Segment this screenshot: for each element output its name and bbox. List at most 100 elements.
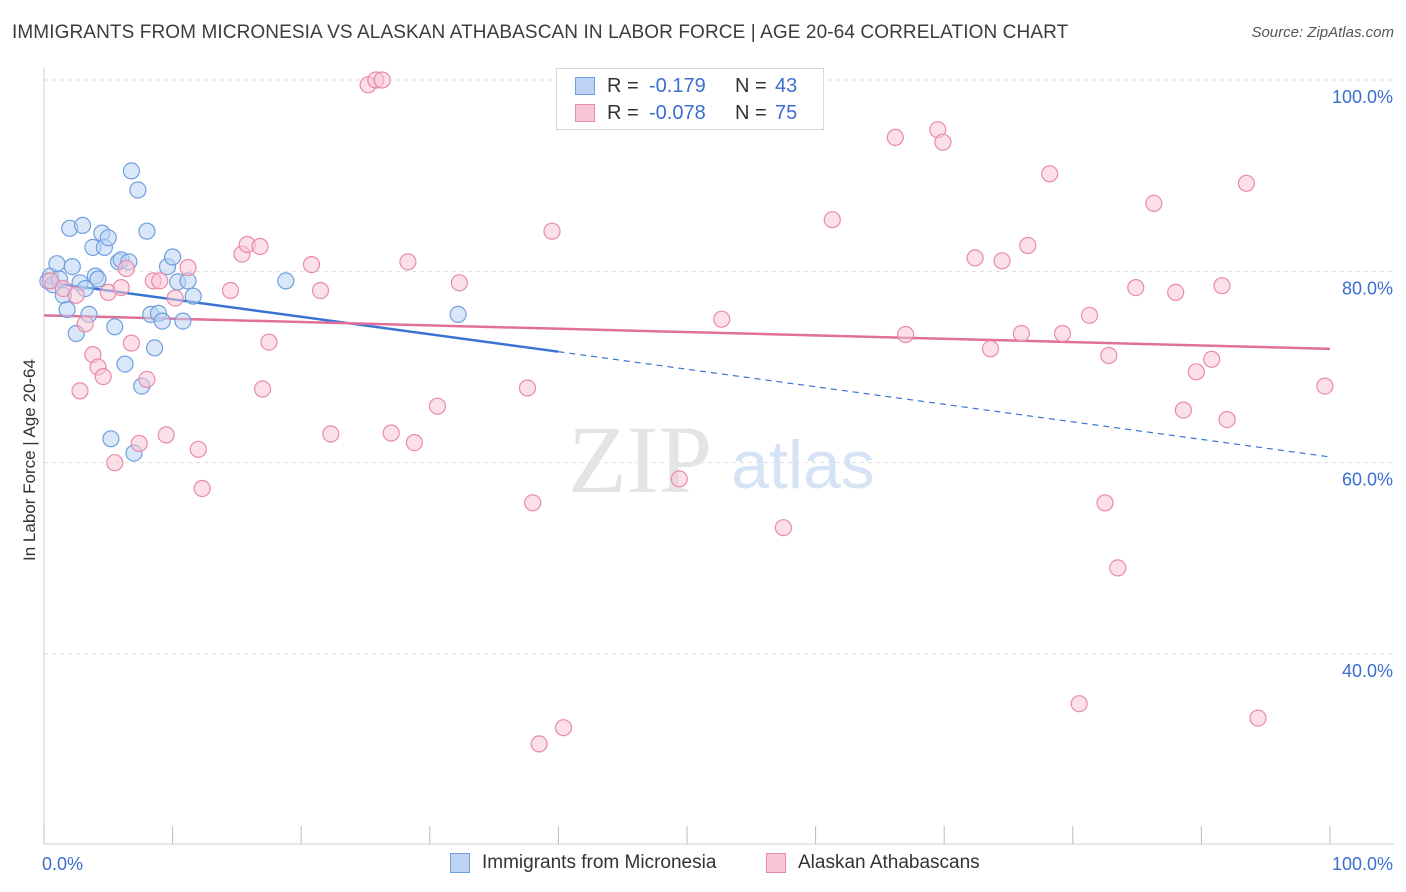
athabascan-point (934, 133, 952, 151)
trend-line-micronesia (43, 280, 559, 353)
watermark-atlas: atlas (731, 427, 875, 503)
athabascan-point (1167, 283, 1185, 301)
athabascan-point (221, 281, 240, 300)
legend-n-value: 43 (775, 74, 798, 97)
athabascan-point (189, 440, 207, 458)
legend-r-label: R = (607, 101, 639, 124)
athabascan-point (713, 310, 731, 328)
athabascan-point (966, 249, 984, 267)
athabascan-point (1127, 279, 1145, 297)
series-swatch-pink (766, 853, 786, 873)
watermark: ZIP atlas (568, 406, 875, 513)
athabascan-point (193, 479, 211, 498)
athabascan-point (1145, 194, 1163, 212)
athabascan-point (1174, 401, 1193, 419)
athabascan-point (405, 434, 423, 452)
micronesia-point (129, 181, 147, 199)
athabascan-point (896, 325, 915, 344)
athabascan-point (530, 735, 548, 753)
athabascan-point (1213, 277, 1231, 295)
legend-row-micronesia: R = -0.179 N = 43 (575, 74, 797, 98)
athabascan-point (373, 71, 391, 89)
athabascan-point (823, 211, 841, 229)
micronesia-point (164, 248, 182, 266)
athabascan-point (886, 128, 904, 146)
athabascan-point (179, 258, 197, 277)
athabascan-point (122, 334, 140, 352)
athabascan-point (543, 222, 561, 240)
athabascan-point (670, 470, 688, 488)
athabascan-point (1053, 324, 1072, 343)
athabascan-point (1203, 350, 1221, 368)
athabascan-point (71, 382, 89, 400)
x-tick-label: 100.0% (1332, 854, 1393, 874)
series-legend-athabascan[interactable]: Alaskan Athabascans (766, 852, 980, 874)
x-tick-labels: 0.0% 100.0% (42, 854, 1393, 874)
athabascan-point (1096, 494, 1114, 512)
athabascan-point (1237, 174, 1256, 192)
athabascan-point (1080, 306, 1099, 324)
micronesia-point (89, 270, 107, 288)
correlation-legend: R = -0.179 N = 43 R = -0.078 N = 75 (556, 68, 824, 130)
legend-n-label: N = (735, 74, 767, 97)
athabascan-point (157, 426, 175, 444)
micronesia-point (58, 301, 76, 319)
micronesia-point (184, 287, 202, 305)
athabascan-point (382, 424, 400, 442)
athabascan-point (1218, 411, 1236, 429)
legend-row-athabascan: R = -0.078 N = 75 (575, 101, 797, 125)
y-tick-labels: 40.0% 60.0% 80.0% 100.0% (1332, 87, 1393, 681)
athabascan-point (981, 340, 1000, 358)
series-swatch-blue (450, 853, 470, 873)
trend-line-athabascan (43, 314, 1331, 351)
athabascan-point (41, 272, 60, 290)
athabascan-point (112, 279, 130, 297)
y-axis-title: In Labor Force | Age 20-64 (20, 359, 39, 561)
y-tick-label: 60.0% (1342, 470, 1393, 490)
series-legend: Immigrants from Micronesia Alaskan Athab… (0, 852, 1406, 878)
y-tick-label: 100.0% (1332, 87, 1393, 107)
athabascan-point (302, 256, 321, 274)
trend-lines (43, 280, 1331, 458)
micronesia-point (63, 258, 81, 276)
axes (43, 68, 1394, 845)
athabascan-point (428, 397, 447, 415)
chart-title: IMMIGRANTS FROM MICRONESIA VS ALASKAN AT… (12, 22, 1069, 43)
micronesia-point (122, 162, 140, 180)
athabascan-point (450, 274, 468, 292)
athabascan-point (117, 259, 135, 278)
athabascan-point (399, 253, 417, 271)
athabascan-point (1012, 324, 1031, 343)
athabascan-point (138, 370, 156, 388)
athabascan-point (130, 434, 148, 453)
micronesia-point (277, 272, 295, 290)
source-label: Source: ZipAtlas.com (1251, 24, 1394, 41)
athabascan-point (166, 289, 184, 307)
series-legend-label: Immigrants from Micronesia (482, 852, 717, 873)
micronesia-point (106, 318, 124, 336)
athabascan-point (993, 252, 1011, 270)
x-tick-label: 0.0% (42, 854, 83, 874)
athabascan-point (76, 315, 94, 333)
micronesia-point (174, 312, 192, 330)
micronesia-point (116, 355, 134, 373)
micronesia-point (102, 430, 120, 448)
micronesia-point (73, 216, 92, 234)
legend-n-value: 75 (775, 101, 798, 124)
athabascan-point (151, 272, 169, 290)
micronesia-point (146, 339, 164, 357)
athabascan-point (774, 519, 793, 537)
micronesia-point (48, 255, 66, 273)
athabascan-point (260, 333, 278, 351)
legend-r-value: -0.179 (649, 74, 706, 97)
athabascan-point (1070, 695, 1088, 713)
data-points (39, 71, 1334, 753)
micronesia-point (99, 229, 117, 247)
micronesia-point (138, 222, 156, 240)
series-legend-label: Alaskan Athabascans (798, 852, 980, 873)
series-legend-micronesia[interactable]: Immigrants from Micronesia (450, 852, 716, 874)
athabascan-point (1041, 165, 1059, 183)
micronesia-point (153, 312, 171, 330)
athabascan-point (524, 494, 542, 512)
